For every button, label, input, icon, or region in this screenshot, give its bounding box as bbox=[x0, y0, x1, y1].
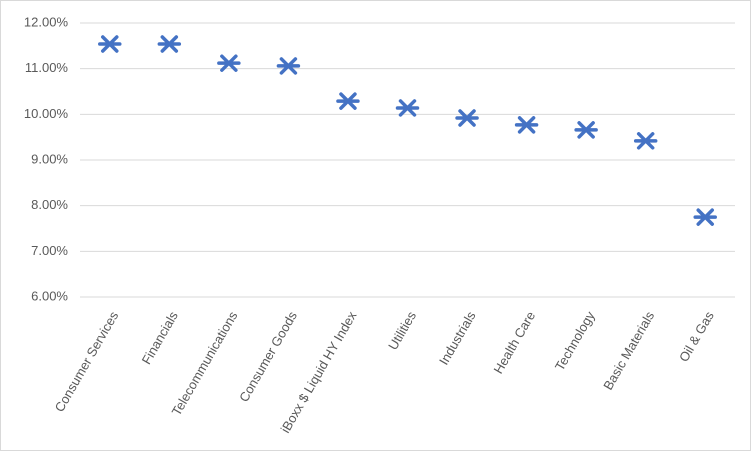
marker bbox=[395, 99, 420, 117]
marker bbox=[693, 208, 717, 226]
y-tick-label: 6.00% bbox=[31, 288, 68, 303]
marker bbox=[336, 92, 360, 110]
y-tick-label: 12.00% bbox=[24, 14, 69, 29]
marker bbox=[276, 57, 301, 75]
marker bbox=[455, 109, 479, 127]
marker bbox=[98, 35, 122, 53]
y-tick-label: 11.00% bbox=[25, 60, 69, 75]
marker bbox=[633, 132, 658, 150]
y-tick-label: 8.00% bbox=[31, 197, 68, 212]
y-tick-label: 7.00% bbox=[31, 243, 68, 258]
marker bbox=[574, 121, 598, 139]
marker bbox=[514, 116, 539, 134]
y-tick-label: 9.00% bbox=[31, 151, 68, 166]
marker bbox=[217, 54, 241, 72]
marker bbox=[157, 35, 182, 53]
y-tick-label: 10.00% bbox=[24, 106, 69, 121]
